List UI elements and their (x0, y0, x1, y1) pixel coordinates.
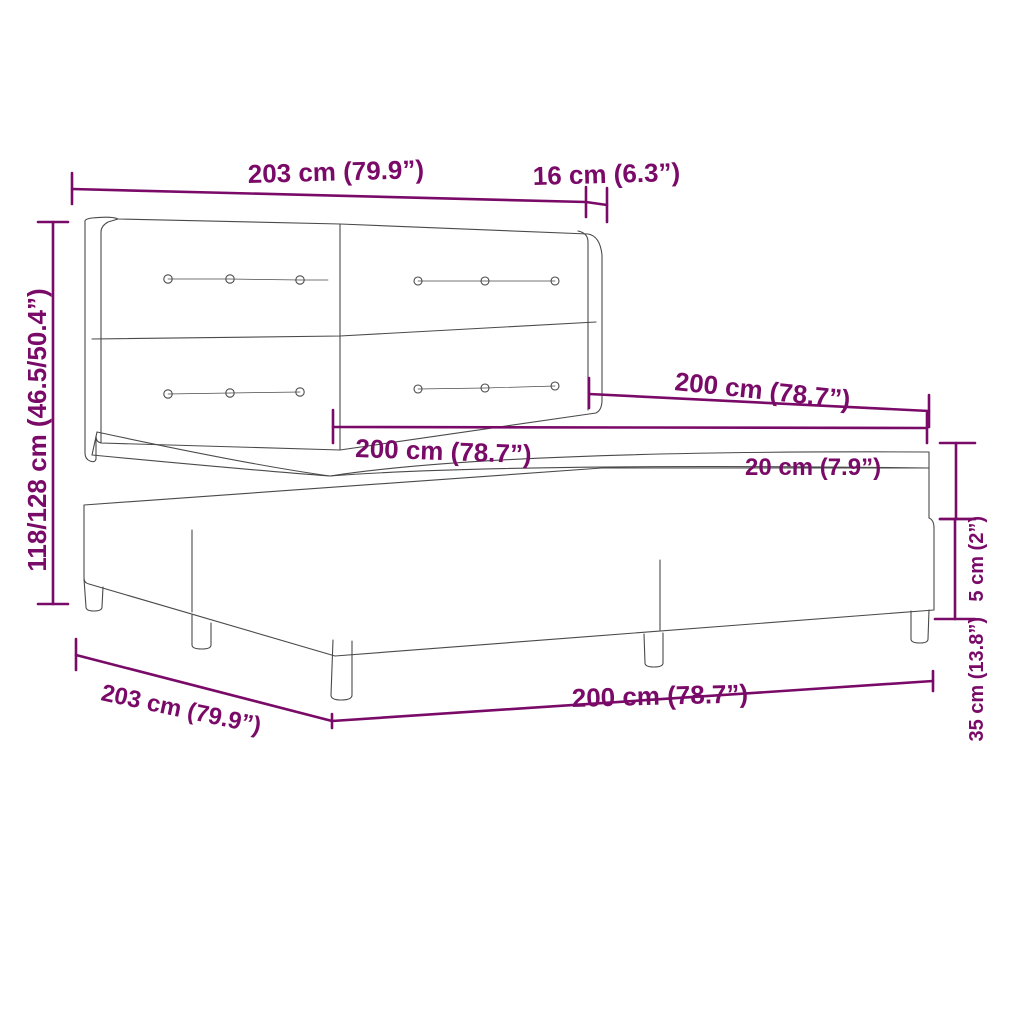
svg-text:200 cm (78.7”): 200 cm (78.7”) (571, 678, 748, 713)
svg-text:200 cm (78.7”): 200 cm (78.7”) (355, 433, 532, 469)
svg-text:118/128 cm (46.5/50.4”): 118/128 cm (46.5/50.4”) (22, 288, 52, 571)
svg-text:20 cm (7.9”): 20 cm (7.9”) (745, 454, 881, 481)
svg-text:16 cm (6.3”): 16 cm (6.3”) (532, 157, 680, 191)
svg-text:5 cm (2”): 5 cm (2”) (966, 516, 988, 602)
svg-text:35 cm (13.8”): 35 cm (13.8”) (966, 617, 988, 742)
svg-text:203 cm (79.9”): 203 cm (79.9”) (247, 154, 424, 189)
